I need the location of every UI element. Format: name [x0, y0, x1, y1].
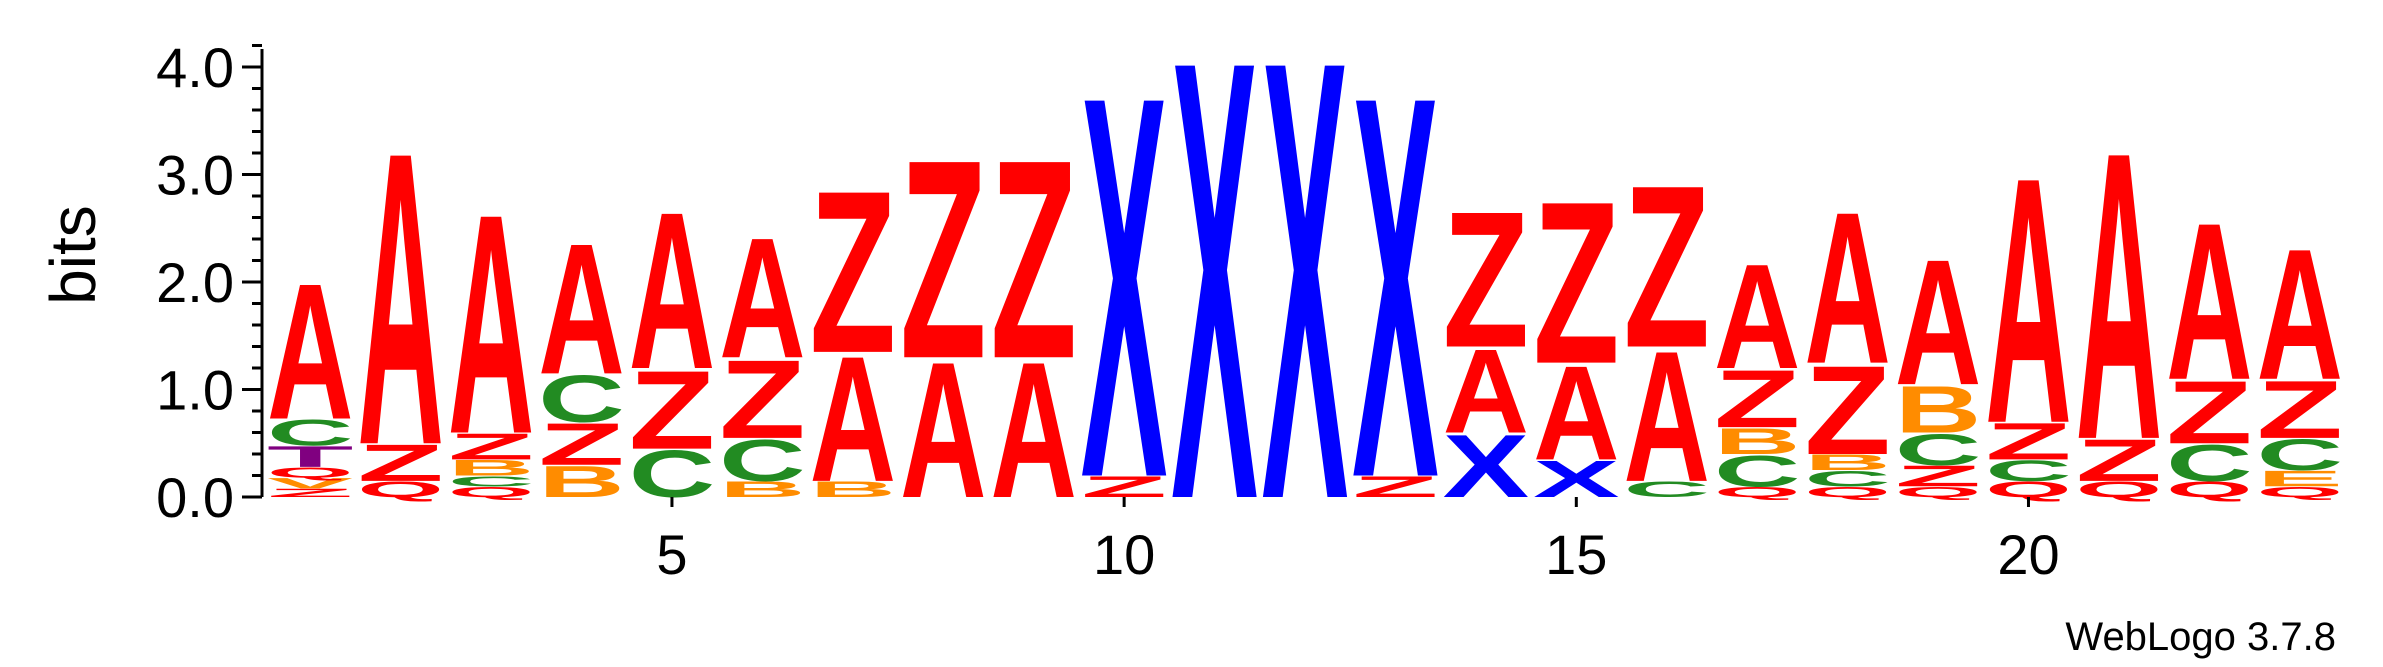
y-tick-label: 4.0 — [156, 36, 234, 99]
logo-letter-q-pos-3: Q — [448, 483, 534, 500]
logo-letter-q-pos-21: Q — [2076, 477, 2162, 502]
logo-letter-a-pos-20: A — [1985, 105, 2071, 497]
logo-letter-a-pos-2: A — [357, 67, 443, 533]
logo-letter-q-pos-22: Q — [2166, 477, 2252, 502]
logo-letter-a-pos-14: A — [1443, 326, 1529, 459]
logo-letter-b-pos-17: B — [1714, 420, 1800, 462]
logo-letter-b-pos-6: B — [719, 477, 805, 502]
logo-letter-c-pos-19: C — [1895, 425, 1981, 475]
y-tick-label: 2.0 — [156, 251, 234, 314]
logo-letter-z-pos-23: Z — [2257, 363, 2343, 455]
logo-letter-z-pos-6: Z — [719, 338, 805, 463]
logo-letter-a-pos-22: A — [2166, 177, 2252, 428]
logo-letter-a-pos-16: A — [1624, 313, 1710, 521]
logo-letter-z-pos-16: Z — [1624, 137, 1710, 396]
logo-letter-q-pos-18: Q — [1804, 483, 1890, 500]
logo-letter-z-pos-18: Z — [1804, 340, 1890, 482]
logo-letter-b-pos-4: B — [538, 457, 624, 507]
y-tick-label: 0.0 — [156, 466, 234, 529]
logo-letter-c-pos-18: C — [1804, 466, 1890, 491]
logo-letter-z-pos-22: Z — [2166, 363, 2252, 463]
x-tick-label: 20 — [1997, 523, 2059, 586]
logo-letter-a-pos-21: A — [2076, 67, 2162, 526]
logo-letter-z-pos-5: Z — [629, 349, 715, 474]
x-tick-label: 10 — [1093, 523, 1155, 586]
logo-letter-c-pos-4: C — [538, 361, 624, 436]
logo-letter-a-pos-19: A — [1895, 223, 1981, 423]
x-axis: 5 10 15 20 — [656, 497, 2060, 586]
logo-letter-z-pos-20: Z — [1985, 412, 2071, 471]
logo-letter-z-pos-2: Z — [357, 433, 443, 492]
logo-letter-b-pos-3: B — [448, 455, 534, 480]
logo-letter-q-pos-2: Q — [357, 477, 443, 502]
logo-letter-a-pos-6: A — [719, 203, 805, 394]
logo-letter-e-pos-23: E — [2257, 466, 2343, 491]
logo-letter-a-pos-7: A — [810, 320, 896, 520]
y-axis-title: bits — [37, 205, 109, 305]
x-tick-label: 5 — [656, 523, 687, 586]
logo-letter-z-pos-7: Z — [810, 142, 896, 401]
logo-letter-a-pos-4: A — [538, 206, 624, 414]
logo-letter-b-pos-18: B — [1804, 450, 1890, 475]
logo-letter-q-pos-1: Q — [267, 464, 353, 481]
logo-letter-b-pos-19: B — [1895, 372, 1981, 447]
logo-letter-c-pos-1: C — [267, 412, 353, 454]
logo-letter-z-pos-17: Z — [1714, 353, 1800, 445]
logo-letter-x-pos-11: X — [1171, 0, 1258, 630]
logo-letter-c-pos-23: C — [2257, 430, 2343, 480]
weblogo-credit: WebLogo 3.7.8 — [2065, 615, 2336, 659]
logo-letter-x-pos-10: X — [1081, 0, 1168, 591]
logo-letter-z-pos-1: Z — [267, 486, 353, 499]
y-tick-label: 3.0 — [156, 144, 234, 207]
logo-letter-x-pos-14: X — [1443, 416, 1529, 517]
logo-letter-c-pos-22: C — [2166, 433, 2252, 492]
logo-letter-a-pos-17: A — [1714, 233, 1800, 400]
logo-letter-c-pos-17: C — [1714, 446, 1800, 496]
logo-letter-t-pos-1: T — [267, 440, 353, 474]
logo-letter-a-pos-9: A — [990, 322, 1076, 539]
logo-letter-a-pos-8: A — [900, 322, 986, 539]
logo-letter-c-pos-6: C — [719, 427, 805, 494]
logo-letter-v-pos-1: V — [267, 475, 353, 492]
logo-letter-c-pos-3: C — [448, 473, 534, 490]
logo-letter-a-pos-23: A — [2257, 211, 2343, 419]
y-tick-label: 1.0 — [156, 359, 234, 422]
logo-letter-a-pos-1: A — [267, 244, 353, 461]
logo-letter-x-pos-12: X — [1262, 0, 1349, 630]
logo-letter-a-pos-3: A — [448, 150, 534, 500]
logo-letter-a-pos-5: A — [629, 166, 715, 417]
logo-letter-c-pos-20: C — [1985, 454, 2071, 487]
logo-letter-z-pos-4: Z — [538, 411, 624, 478]
logo-letter-z-pos-13: Z — [1352, 470, 1438, 504]
logo-letter-q-pos-23: Q — [2257, 483, 2343, 500]
logo-letter-x-pos-13: X — [1352, 0, 1439, 591]
x-tick-label: 15 — [1545, 523, 1607, 586]
logo-letter-z-pos-15: Z — [1533, 153, 1619, 412]
logo-letter-z-pos-21: Z — [2076, 428, 2162, 495]
logo-letter-c-pos-16: C — [1624, 477, 1710, 502]
logo-letter-a-pos-18: A — [1804, 168, 1890, 409]
logo-letter-z-pos-9: Z — [990, 100, 1076, 418]
logo-letter-z-pos-3: Z — [448, 425, 534, 467]
logo-letter-z-pos-14: Z — [1443, 171, 1529, 388]
logo-letter-z-pos-8: Z — [900, 100, 986, 418]
logo-letter-q-pos-17: Q — [1714, 483, 1800, 500]
logo-letter-a-pos-15: A — [1533, 338, 1619, 488]
logo-letter-z-pos-19: Z — [1895, 459, 1981, 493]
y-axis: 0.0 1.0 2.0 3.0 4.0 — [156, 36, 264, 529]
logo-letter-b-pos-7: B — [810, 477, 896, 502]
logo-letter-q-pos-19: Q — [1895, 483, 1981, 500]
